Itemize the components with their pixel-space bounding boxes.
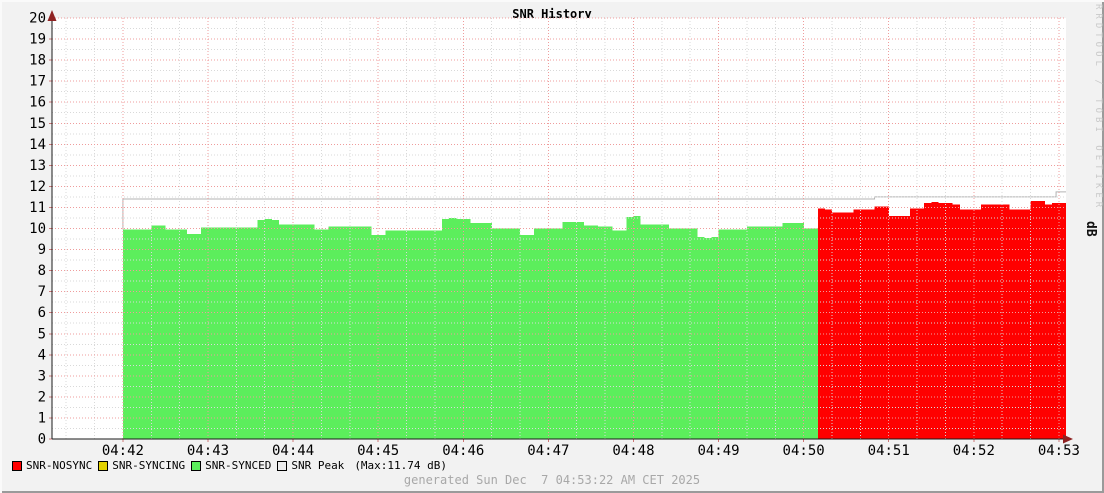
svg-text:12: 12 xyxy=(29,179,46,195)
legend-max-note: (Max:11.74 dB) xyxy=(354,459,448,472)
svg-text:04:48: 04:48 xyxy=(612,443,654,459)
svg-text:20: 20 xyxy=(29,11,46,27)
legend-label-peak: SNR Peak xyxy=(291,459,345,472)
svg-text:04:49: 04:49 xyxy=(697,443,739,459)
svg-text:6: 6 xyxy=(38,305,46,321)
legend-swatch-synced-icon xyxy=(191,460,202,471)
svg-text:15: 15 xyxy=(29,116,46,132)
svg-text:04:46: 04:46 xyxy=(442,443,484,459)
legend-label-synced: SNR-SYNCED xyxy=(205,459,272,472)
svg-text:9: 9 xyxy=(38,242,46,258)
svg-text:04:51: 04:51 xyxy=(868,443,910,459)
legend-swatch-peak-icon xyxy=(277,460,288,471)
svg-text:04:52: 04:52 xyxy=(953,443,995,459)
svg-text:7: 7 xyxy=(38,284,46,300)
svg-text:04:42: 04:42 xyxy=(102,443,144,459)
y-axis-unit-label: dB xyxy=(1083,221,1098,237)
svg-text:5: 5 xyxy=(38,326,46,342)
svg-text:0: 0 xyxy=(38,432,46,448)
legend: SNR-NOSYNC SNR-SYNCING SNR-SYNCED SNR Pe… xyxy=(12,459,453,472)
svg-text:2: 2 xyxy=(38,389,46,405)
svg-text:17: 17 xyxy=(29,74,46,90)
svg-text:04:43: 04:43 xyxy=(187,443,229,459)
svg-text:19: 19 xyxy=(29,32,46,48)
svg-text:1: 1 xyxy=(38,410,46,426)
svg-text:04:44: 04:44 xyxy=(272,443,314,459)
svg-text:04:45: 04:45 xyxy=(357,443,399,459)
svg-text:04:53: 04:53 xyxy=(1038,443,1080,459)
svg-text:14: 14 xyxy=(29,137,46,153)
legend-swatch-nosync-icon xyxy=(12,460,22,471)
legend-item-synced: SNR-SYNCED xyxy=(191,459,271,472)
legend-item-peak: SNR Peak (Max:11.74 dB) xyxy=(277,459,447,472)
svg-text:13: 13 xyxy=(29,158,46,174)
svg-text:16: 16 xyxy=(29,95,46,111)
legend-label-syncing: SNR-SYNCING xyxy=(112,459,186,472)
svg-text:8: 8 xyxy=(38,263,46,279)
legend-item-nosync: SNR-NOSYNC xyxy=(12,459,92,472)
svg-text:04:47: 04:47 xyxy=(527,443,569,459)
svg-text:10: 10 xyxy=(29,221,46,237)
svg-text:4: 4 xyxy=(38,347,46,363)
svg-text:11: 11 xyxy=(29,200,46,216)
legend-label-nosync: SNR-NOSYNC xyxy=(26,459,93,472)
legend-item-syncing: SNR-SYNCING xyxy=(98,459,185,472)
svg-text:18: 18 xyxy=(29,53,46,69)
legend-swatch-syncing-icon xyxy=(98,460,109,471)
rrdtool-watermark: RRDTOOL / TOBI OETIKER xyxy=(1093,4,1103,212)
svg-text:04:50: 04:50 xyxy=(783,443,825,459)
generated-timestamp: generated Sun Dec 7 04:53:22 AM CET 2025 xyxy=(403,473,701,487)
svg-text:3: 3 xyxy=(38,368,46,384)
